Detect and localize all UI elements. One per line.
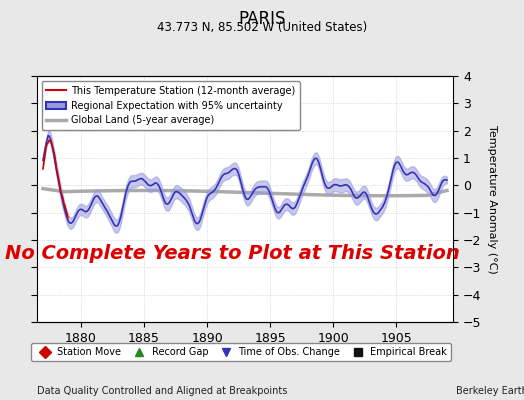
Text: 43.773 N, 85.502 W (United States): 43.773 N, 85.502 W (United States) xyxy=(157,21,367,34)
Text: No Complete Years to Plot at This Station: No Complete Years to Plot at This Statio… xyxy=(5,244,460,263)
Text: PARIS: PARIS xyxy=(238,10,286,28)
Legend: Station Move, Record Gap, Time of Obs. Change, Empirical Break: Station Move, Record Gap, Time of Obs. C… xyxy=(31,343,451,361)
Text: Data Quality Controlled and Aligned at Breakpoints: Data Quality Controlled and Aligned at B… xyxy=(37,386,287,396)
Text: Berkeley Earth: Berkeley Earth xyxy=(456,386,524,396)
Legend: This Temperature Station (12-month average), Regional Expectation with 95% uncer: This Temperature Station (12-month avera… xyxy=(41,81,300,130)
Y-axis label: Temperature Anomaly (°C): Temperature Anomaly (°C) xyxy=(487,125,497,273)
